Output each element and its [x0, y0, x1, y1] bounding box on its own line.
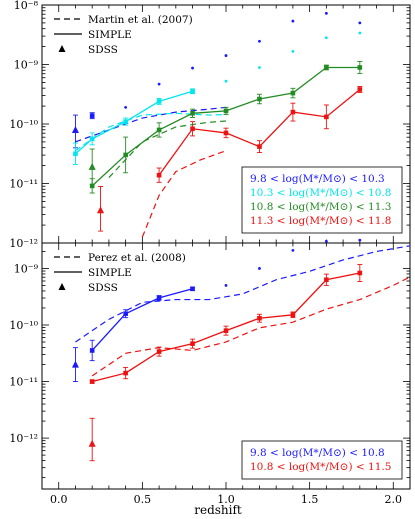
simple-point — [190, 88, 195, 94]
sdss-point — [88, 162, 96, 170]
simple-point — [89, 183, 95, 189]
simple-point — [89, 113, 95, 118]
x-tick-label: 0.0 — [50, 493, 68, 506]
reference-line-3 — [141, 150, 227, 238]
simple-point — [73, 151, 78, 157]
simple-point — [223, 130, 229, 136]
x-tick-label: 1.5 — [301, 493, 319, 506]
x-tick-label: 1.0 — [217, 493, 235, 506]
x-axis-title: redshift — [194, 503, 242, 517]
legend-triangle-swatch — [58, 45, 66, 52]
legend-label: SDSS — [88, 282, 118, 294]
simple-point — [156, 295, 162, 301]
dot-point — [224, 79, 228, 83]
sdss-point — [88, 439, 96, 447]
simple-point — [257, 96, 262, 102]
reference-line-1 — [91, 276, 411, 377]
simple-point — [290, 312, 296, 318]
simple-point — [257, 315, 262, 321]
legend-label: SIMPLE — [88, 267, 132, 279]
dot-point — [324, 239, 328, 243]
simple-point — [190, 126, 195, 132]
simple-point — [123, 311, 128, 316]
simple-point — [156, 172, 162, 178]
dot-point — [224, 284, 228, 287]
mass-bin-label: 11.3 < log(M*/M⊙) < 11.8 — [250, 215, 391, 227]
dot-point — [291, 50, 295, 53]
x-tick-label: 2.0 — [385, 493, 403, 506]
mass-bin-box — [241, 166, 403, 234]
simple-point — [89, 136, 95, 142]
dot-point — [224, 54, 228, 57]
dot-point — [358, 31, 362, 35]
bottom-panel: 0.0 0.5 1.0 1.5 2.0 10⁻¹² 10⁻¹¹ 10⁻¹⁰ 10⁻⁹ Perez … — [9, 238, 411, 506]
dot-point — [324, 36, 328, 40]
dot-point — [291, 19, 295, 23]
sdss-point — [97, 206, 105, 214]
y-tick-label: 10⁻¹¹ — [9, 178, 38, 191]
simple-point — [357, 270, 363, 276]
mass-bin-box — [241, 440, 403, 480]
dot-point — [124, 105, 128, 109]
simple-point — [357, 87, 363, 92]
sdss-point — [71, 125, 79, 133]
y-tick-label: 10⁻¹⁰ — [9, 118, 38, 131]
simple-point — [223, 328, 229, 333]
simple-point — [156, 127, 162, 133]
legend-label: Martin et al. (2007) — [88, 14, 193, 26]
simple-point — [123, 370, 128, 376]
y-tick-label: 10⁻¹² — [9, 237, 38, 250]
simple-line-0 — [91, 288, 193, 351]
dot-point — [358, 21, 362, 25]
simple-point — [324, 277, 329, 283]
simple-point — [89, 379, 95, 384]
dot-point — [358, 238, 362, 242]
mass-bin-label: 9.8 < log(M*/M⊙) < 10.8 — [250, 447, 385, 459]
dot-point — [258, 66, 261, 69]
simple-point — [123, 152, 128, 158]
reference-line-0 — [75, 106, 227, 143]
simple-point — [156, 99, 162, 104]
mass-bin-label: 10.3 < log(M*/M⊙) < 10.8 — [250, 187, 391, 199]
mass-bin-label: 10.8 < log(M*/M⊙) < 11.5 — [250, 461, 391, 473]
top-panel: 10⁻¹² 10⁻¹¹ 10⁻¹⁰ 10⁻⁹ 10⁻⁸ Martin et al. (20… — [9, 0, 411, 250]
legend-label: SIMPLE — [88, 29, 132, 41]
simple-point — [190, 110, 195, 116]
simple-point — [290, 109, 296, 115]
dot-point — [291, 248, 295, 252]
y-tick-label: 10⁻⁸ — [14, 0, 39, 12]
y-tick-label: 10⁻¹² — [9, 432, 38, 445]
simple-point — [357, 65, 363, 70]
simple-point — [324, 114, 329, 120]
dot-point — [191, 66, 194, 70]
simple-point — [190, 286, 195, 292]
dot-point — [258, 39, 261, 43]
dot-point — [258, 267, 261, 270]
simple-point — [156, 349, 162, 354]
legend-label: SDSS — [88, 44, 118, 56]
y-tick-label: 10⁻¹¹ — [9, 376, 38, 389]
reference-line-2 — [108, 120, 227, 178]
legend-label: Perez et al. (2008) — [88, 252, 186, 264]
simple-point — [123, 119, 128, 124]
sdss-point — [71, 360, 79, 368]
simple-point — [324, 65, 329, 70]
dot-point — [157, 82, 161, 86]
y-tick-label: 10⁻¹⁰ — [9, 319, 38, 332]
y-tick-label: 10⁻⁹ — [14, 59, 39, 72]
mass-bin-label: 10.8 < log(M*/M⊙) < 11.3 — [250, 201, 391, 213]
simple-point — [290, 90, 296, 96]
simple-point — [89, 348, 95, 353]
reference-line-0 — [75, 245, 411, 343]
simple-point — [190, 341, 195, 346]
mass-bin-label: 9.8 < log(M*/M⊙) < 10.3 — [250, 173, 385, 185]
legend-triangle-swatch — [58, 283, 66, 290]
simple-point — [257, 144, 262, 149]
y-tick-label: 10⁻⁹ — [14, 262, 39, 275]
reference-line-1 — [75, 112, 227, 152]
x-tick-label: 0.5 — [134, 493, 152, 506]
simple-point — [223, 108, 229, 114]
dot-point — [324, 11, 328, 15]
